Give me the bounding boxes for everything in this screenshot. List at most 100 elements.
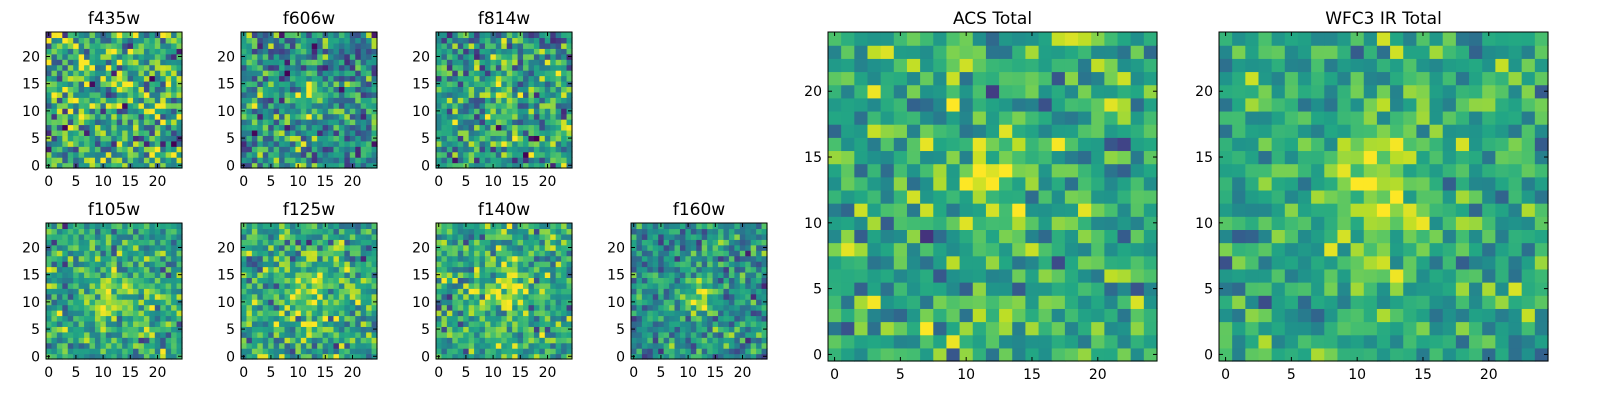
heatmap-cell: [160, 326, 166, 332]
heatmap-cell: [155, 130, 161, 136]
heatmap-cell: [279, 294, 285, 300]
heatmap-cell: [534, 108, 540, 114]
heatmap-cell: [740, 228, 746, 234]
heatmap-cell: [490, 141, 496, 147]
heatmap-cell: [702, 267, 708, 273]
heatmap-cell: [680, 294, 686, 300]
heatmap-cell: [350, 37, 356, 43]
x-tick-label: 20: [539, 365, 557, 381]
heatmap-cell: [84, 124, 90, 130]
heatmap-cell: [523, 92, 529, 98]
heatmap-cell: [350, 343, 356, 349]
heatmap-cell: [160, 114, 166, 120]
heatmap-cell: [1052, 216, 1066, 230]
heatmap-cell: [317, 119, 323, 125]
heatmap-cell: [469, 288, 475, 294]
heatmap-cell: [295, 76, 301, 82]
heatmap-cell: [518, 239, 524, 245]
heatmap-cell: [512, 103, 518, 109]
heatmap-cell: [561, 256, 567, 262]
heatmap-cell: [73, 135, 79, 141]
heatmap-cell: [317, 135, 323, 141]
heatmap-cell: [534, 337, 540, 343]
heatmap-cell: [734, 239, 740, 245]
heatmap-cell: [685, 332, 691, 338]
heatmap-cell: [355, 76, 361, 82]
heatmap-cell: [751, 277, 757, 283]
heatmap-cell: [685, 267, 691, 273]
heatmap-cell: [496, 59, 502, 65]
heatmap-cell: [306, 343, 312, 349]
heatmap-cell: [90, 283, 96, 289]
heatmap-cell: [128, 348, 134, 354]
heatmap-cell: [642, 305, 648, 311]
heatmap-cell: [252, 146, 258, 152]
heatmap-cell: [452, 321, 458, 327]
heatmap-cell: [246, 86, 252, 92]
heatmap-cell: [279, 43, 285, 49]
heatmap-cell: [501, 130, 507, 136]
heatmap-cell: [933, 269, 947, 283]
heatmap-cell: [122, 65, 128, 71]
heatmap-cell: [523, 130, 529, 136]
heatmap-cell: [685, 348, 691, 354]
heatmap-cell: [279, 76, 285, 82]
heatmap-cell: [523, 124, 529, 130]
heatmap-cell: [350, 86, 356, 92]
heatmap-cell: [490, 348, 496, 354]
heatmap-cell: [474, 130, 480, 136]
heatmap-cell: [828, 190, 842, 204]
heatmap-cell: [317, 92, 323, 98]
heatmap-cell: [361, 321, 367, 327]
heatmap-cell: [556, 81, 562, 87]
heatmap-cell: [539, 337, 545, 343]
heatmap-cell: [285, 146, 291, 152]
heatmap-cell: [1078, 269, 1092, 283]
heatmap-cell: [1012, 282, 1026, 296]
heatmap-cell: [312, 321, 318, 327]
heatmap-cell: [528, 337, 534, 343]
heatmap-cell: [469, 267, 475, 273]
heatmap-cell: [62, 294, 68, 300]
heatmap-cell: [550, 337, 556, 343]
heatmap-cell: [436, 59, 442, 65]
heatmap-cell: [257, 267, 263, 273]
heatmap-cell: [999, 150, 1013, 164]
heatmap-cell: [133, 288, 139, 294]
heatmap-cell: [328, 239, 334, 245]
heatmap-cell: [447, 305, 453, 311]
heatmap-cell: [452, 272, 458, 278]
heatmap-cell: [485, 76, 491, 82]
y-tick-label: 10: [22, 104, 40, 120]
heatmap-cell: [523, 256, 529, 262]
heatmap-cell: [534, 223, 540, 229]
heatmap-cell: [274, 59, 280, 65]
heatmap-cell: [257, 86, 263, 92]
heatmap-cell: [128, 119, 134, 125]
heatmap-cell: [290, 332, 296, 338]
heatmap-cell: [463, 288, 469, 294]
heatmap-cell: [463, 277, 469, 283]
heatmap-cell: [122, 103, 128, 109]
heatmap-cell: [279, 299, 285, 305]
heatmap-cell: [301, 108, 307, 114]
heatmap-cell: [122, 135, 128, 141]
heatmap-cell: [133, 305, 139, 311]
heatmap-cell: [512, 234, 518, 240]
heatmap-cell: [51, 130, 57, 136]
heatmap-cell: [512, 245, 518, 251]
heatmap-cell: [166, 228, 172, 234]
heatmap-cell: [149, 294, 155, 300]
heatmap-cell: [122, 108, 128, 114]
heatmap-cell: [458, 261, 464, 267]
heatmap-cell: [149, 141, 155, 147]
heatmap-cell: [496, 239, 502, 245]
heatmap-cell: [306, 305, 312, 311]
heatmap-cell: [490, 326, 496, 332]
heatmap-cell: [740, 277, 746, 283]
heatmap-cell: [301, 130, 307, 136]
heatmap-cell: [155, 326, 161, 332]
x-tick-label: 5: [266, 365, 275, 381]
heatmap-cell: [285, 32, 291, 38]
heatmap-cell: [528, 37, 534, 43]
